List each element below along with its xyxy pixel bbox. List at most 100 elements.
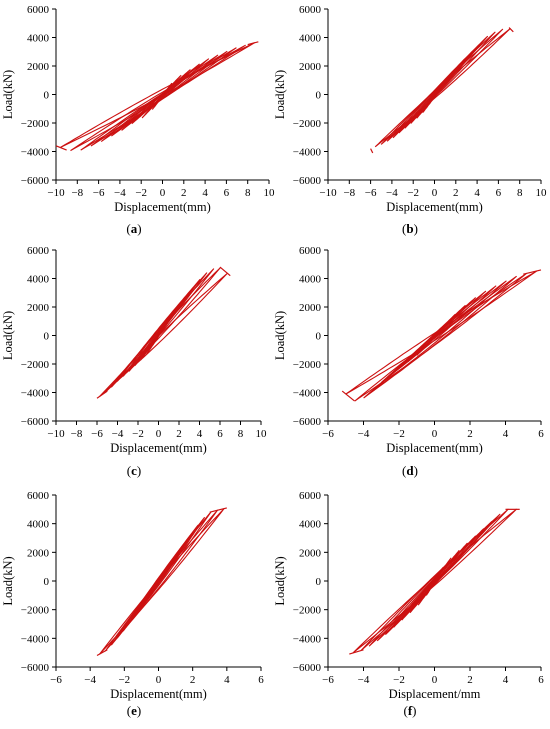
x-tick-label: −6 <box>91 428 103 440</box>
negative-envelope-tail <box>370 148 374 154</box>
x-tick-label: 4 <box>224 674 230 686</box>
y-tick-label: −4000 <box>293 633 322 645</box>
x-tick-label: 6 <box>224 187 230 199</box>
x-tick-label: 6 <box>258 674 264 686</box>
x-tick-label: −2 <box>407 187 419 199</box>
x-tick-label: 4 <box>474 187 480 199</box>
x-tick-label: 6 <box>217 428 223 440</box>
hysteresis-loop <box>368 513 501 647</box>
x-tick-label: −4 <box>84 674 96 686</box>
x-tick-label: 2 <box>467 674 473 686</box>
x-tick-label: 10 <box>264 187 276 199</box>
x-tick-label: 6 <box>538 674 544 686</box>
x-tick-label: 10 <box>256 428 268 440</box>
x-tick-label: −10 <box>47 187 65 199</box>
y-tick-label: −2000 <box>293 605 322 617</box>
x-tick-label: 8 <box>517 187 523 199</box>
y-tick-label: 4000 <box>27 274 50 286</box>
y-tick-label: 0 <box>316 90 322 102</box>
chart-panel-5: −6 −4 −2 0 2 4 6 −6000 −4000 −2000 0 2000 4000 6000 Di… <box>1 490 264 718</box>
x-tick-label: −6 <box>322 428 334 440</box>
y-tick-label: 6000 <box>27 4 50 16</box>
y-tick-label: −6000 <box>21 662 50 674</box>
y-tick-label: 6000 <box>299 4 322 16</box>
x-tick-label: −4 <box>386 187 398 199</box>
x-axis-label: Displacement/mm <box>389 687 481 701</box>
hysteresis-loops <box>349 508 520 655</box>
y-tick-label: 6000 <box>299 245 322 257</box>
hysteresis-loops <box>55 41 259 152</box>
y-tick-label: 2000 <box>299 302 322 314</box>
x-tick-label: 10 <box>536 187 548 199</box>
y-tick-label: −2000 <box>21 605 50 617</box>
x-tick-label: −2 <box>393 674 405 686</box>
x-tick-label: −4 <box>358 428 370 440</box>
y-tick-label: 2000 <box>299 61 322 73</box>
y-tick-label: 0 <box>44 331 50 343</box>
chart-panel-1: −10 −8 −6 −4 −2 0 2 4 6 8 10 −6000 −4000 −2000 0 2000 40… <box>1 4 275 236</box>
x-tick-label: −6 <box>50 674 62 686</box>
panel-caption: (a) <box>126 221 141 236</box>
x-tick-label: −8 <box>343 187 355 199</box>
negative-envelope-tail <box>96 649 108 657</box>
y-axis-label: Load(kN) <box>273 311 287 360</box>
x-axis-label: Displacement(mm) <box>110 687 207 701</box>
x-axis-label: Displacement(mm) <box>386 441 483 455</box>
y-tick-label: 6000 <box>27 490 50 502</box>
x-axis-label: Displacement(mm) <box>386 200 483 214</box>
positive-envelope-tail <box>523 269 542 275</box>
x-tick-label: 2 <box>453 187 459 199</box>
panel-caption: (b) <box>402 221 418 236</box>
x-tick-label: −4 <box>358 674 370 686</box>
x-tick-label: 6 <box>538 428 544 440</box>
x-tick-label: 6 <box>496 187 502 199</box>
y-tick-label: 0 <box>44 576 50 588</box>
x-tick-label: −4 <box>112 428 124 440</box>
x-tick-label: 4 <box>503 674 509 686</box>
x-tick-label: 0 <box>432 428 438 440</box>
chart-panel-6: −6 −4 −2 0 2 4 6 −6000 −4000 −2000 0 2000 4000 6000 Di… <box>273 490 544 718</box>
y-axis-label: Load(kN) <box>1 311 15 360</box>
panel-caption: (f) <box>403 703 416 718</box>
y-tick-label: −6000 <box>21 416 50 428</box>
y-tick-label: −6000 <box>21 175 50 187</box>
x-tick-label: −8 <box>71 187 83 199</box>
x-tick-label: 0 <box>156 674 162 686</box>
y-tick-label: 0 <box>316 331 322 343</box>
x-tick-label: 0 <box>156 428 162 440</box>
y-tick-label: −4000 <box>21 388 50 400</box>
y-tick-label: 6000 <box>299 490 322 502</box>
y-tick-label: 0 <box>44 90 50 102</box>
positive-envelope-tail <box>508 27 514 33</box>
x-tick-label: 8 <box>245 187 251 199</box>
negative-envelope-tail <box>341 390 356 402</box>
x-tick-label: 8 <box>238 428 244 440</box>
y-tick-label: −6000 <box>293 416 322 428</box>
y-tick-label: 2000 <box>299 547 322 559</box>
x-tick-label: −2 <box>132 428 144 440</box>
panel-caption: (d) <box>402 463 418 478</box>
y-tick-label: 4000 <box>27 33 50 45</box>
y-tick-label: −6000 <box>293 662 322 674</box>
panel-caption: (c) <box>127 463 141 478</box>
x-tick-label: 0 <box>160 187 166 199</box>
y-tick-label: −2000 <box>21 118 50 130</box>
x-tick-label: −2 <box>393 428 405 440</box>
x-tick-label: −6 <box>322 674 334 686</box>
panel-caption: (e) <box>127 703 141 718</box>
y-tick-label: −4000 <box>293 147 322 159</box>
y-tick-label: 2000 <box>27 547 50 559</box>
chart-panel-2: −10 −8 −6 −4 −2 0 2 4 6 8 10 −6000 −4000 −2000 0 2000 40… <box>273 4 547 236</box>
x-tick-label: −6 <box>365 187 377 199</box>
x-tick-label: 0 <box>432 187 438 199</box>
negative-envelope-tail <box>349 649 364 655</box>
y-axis-label: Load(kN) <box>1 556 15 605</box>
x-tick-label: −4 <box>114 187 126 199</box>
x-tick-label: 4 <box>503 428 509 440</box>
y-tick-label: 4000 <box>299 519 322 531</box>
chart-panel-3: −10 −8 −6 −4 −2 0 2 4 6 8 10 −6000 −4000 −2000 0 2000 40… <box>1 245 267 478</box>
y-axis-label: Load(kN) <box>273 70 287 119</box>
y-tick-label: −2000 <box>293 359 322 371</box>
chart-panel-4: −6 −4 −2 0 2 4 6 −6000 −4000 −2000 0 2000 4000 6000 Di… <box>273 245 544 478</box>
